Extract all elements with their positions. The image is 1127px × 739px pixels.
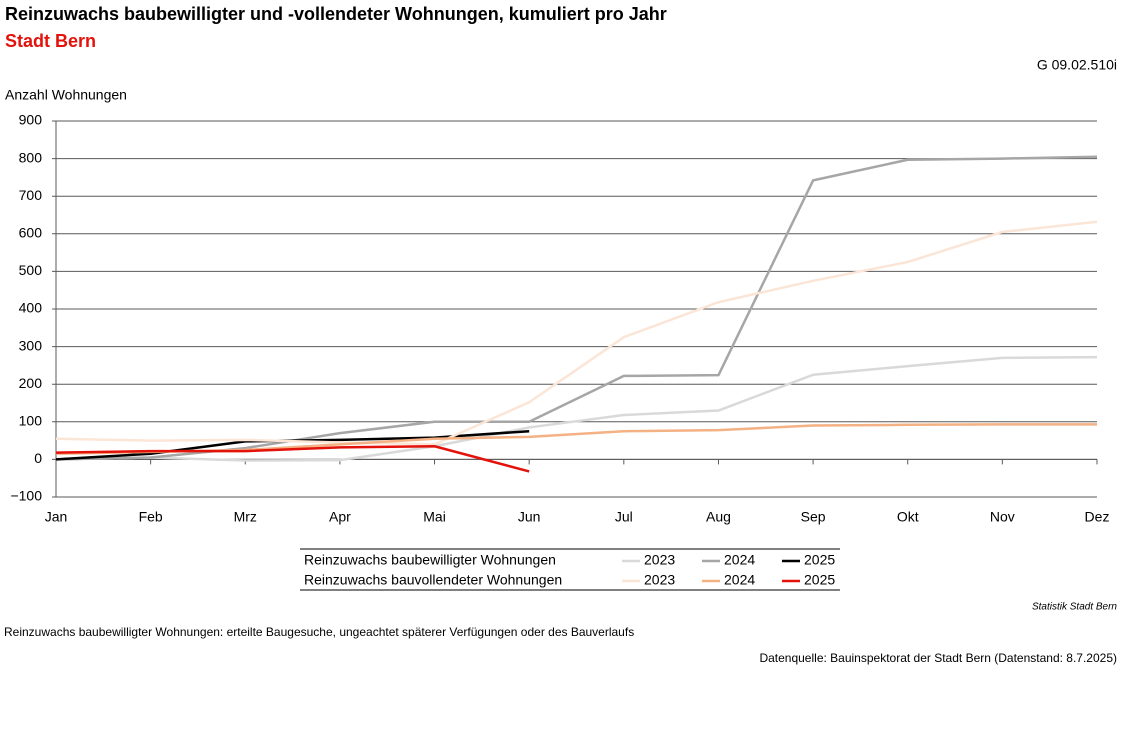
x-tick-label: Nov <box>990 509 1015 525</box>
x-tick-label: Feb <box>139 509 163 525</box>
y-tick-label: −100 <box>10 488 42 504</box>
x-tick-label: Jul <box>615 509 633 525</box>
x-tick-label: Mrz <box>234 509 257 525</box>
y-tick-label: 600 <box>19 225 43 241</box>
x-tick-label: Jun <box>518 509 541 525</box>
legend-group-label: Reinzuwachs bauvollendeter Wohnungen <box>304 572 562 588</box>
data-source: Datenquelle: Bauinspektorat der Stadt Be… <box>759 651 1117 665</box>
x-tick-label: Sep <box>801 509 826 525</box>
x-tick-label: Apr <box>329 509 351 525</box>
y-tick-label: 200 <box>19 375 43 391</box>
y-tick-label: 0 <box>34 450 42 466</box>
legend-label: 2025 <box>804 552 835 568</box>
series-line <box>55 155 1098 461</box>
footnote: Reinzuwachs baubewilligter Wohnungen: er… <box>4 625 634 639</box>
legend-label: 2024 <box>724 572 755 588</box>
legend-label: 2025 <box>804 572 835 588</box>
chart-code: G 09.02.510i <box>1037 57 1117 73</box>
legend-group-label: Reinzuwachs baubewilligter Wohnungen <box>304 552 556 568</box>
x-tick-label: Jan <box>45 509 68 525</box>
source-note: Statistik Stadt Bern <box>1032 602 1117 613</box>
x-tick-label: Mai <box>423 509 446 525</box>
chart-title: Reinzuwachs baubewilligter und -vollende… <box>5 4 667 24</box>
legend-label: 2023 <box>644 552 675 568</box>
series-line <box>55 355 1098 462</box>
series-line <box>55 429 530 461</box>
x-tick-label: Aug <box>706 509 731 525</box>
legend-label: 2023 <box>644 572 675 588</box>
chart-subtitle: Stadt Bern <box>5 31 96 51</box>
legend-label: 2024 <box>724 552 755 568</box>
y-tick-label: 300 <box>19 337 43 353</box>
y-tick-label: 100 <box>19 413 43 429</box>
y-tick-label: 400 <box>19 300 43 316</box>
y-axis-label: Anzahl Wohnungen <box>5 87 127 103</box>
x-tick-label: Okt <box>897 509 919 525</box>
y-tick-label: 800 <box>19 149 43 165</box>
y-tick-label: 700 <box>19 187 43 203</box>
y-tick-label: 900 <box>19 112 43 128</box>
x-tick-label: Dez <box>1085 509 1110 525</box>
y-tick-label: 500 <box>19 262 43 278</box>
series-line <box>55 220 1098 446</box>
series-line <box>55 444 530 473</box>
